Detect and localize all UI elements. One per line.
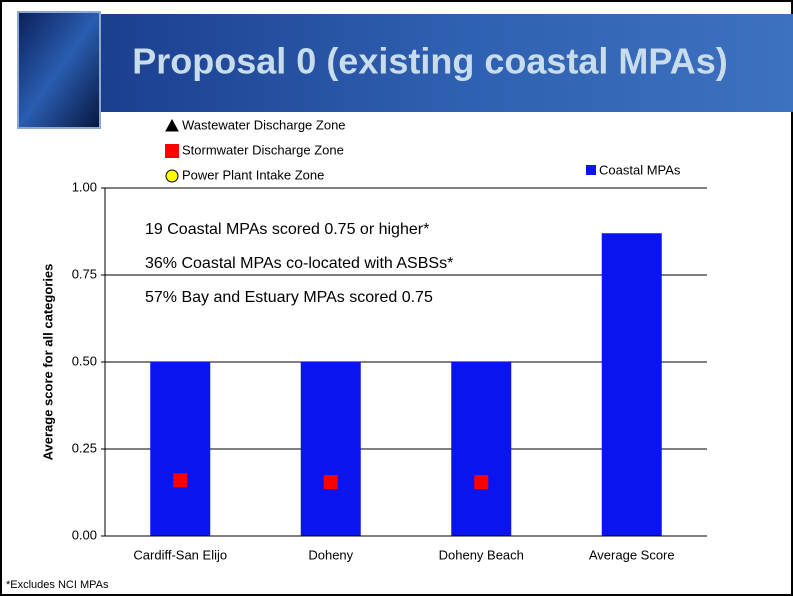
marker-square xyxy=(173,473,188,488)
x-tick-label: Average Score xyxy=(589,547,675,562)
title-band xyxy=(100,14,793,112)
annotation: 19 Coastal MPAs scored 0.75 or higher* xyxy=(145,221,429,238)
y-tick-label: 0.50 xyxy=(72,353,97,368)
bar xyxy=(451,362,512,536)
y-tick-label: 1.00 xyxy=(72,179,97,194)
x-tick-label: Doheny xyxy=(308,547,353,562)
annotation: 57% Bay and Estuary MPAs scored 0.75 xyxy=(145,289,433,306)
legend-label: Wastewater Discharge Zone xyxy=(182,117,346,132)
legend-label: Stormwater Discharge Zone xyxy=(182,142,344,157)
y-tick-label: 0.25 xyxy=(72,440,97,455)
footnote: *Excludes NCI MPAs xyxy=(6,579,109,591)
y-tick-label: 0.75 xyxy=(72,266,97,281)
bar xyxy=(601,233,662,537)
legend-label: Coastal MPAs xyxy=(599,162,681,177)
bar xyxy=(300,362,361,536)
x-tick-label: Doheny Beach xyxy=(439,547,524,562)
legend-label: Power Plant Intake Zone xyxy=(182,167,324,182)
y-axis-label: Average score for all categories xyxy=(40,264,55,461)
x-tick-label: Cardiff-San Elijo xyxy=(133,547,227,562)
marker-square xyxy=(474,475,489,490)
marker-circle xyxy=(165,169,179,183)
marker-triangle xyxy=(165,118,179,132)
marker-square xyxy=(323,475,338,490)
annotation: 36% Coastal MPAs co-located with ASBSs* xyxy=(145,255,453,272)
title-photo xyxy=(17,11,101,129)
legend-swatch xyxy=(586,165,596,175)
marker-square xyxy=(165,144,179,158)
chart-title: Proposal 0 (existing coastal MPAs) xyxy=(132,41,728,82)
bar xyxy=(150,362,211,536)
y-tick-label: 0.00 xyxy=(72,527,97,542)
